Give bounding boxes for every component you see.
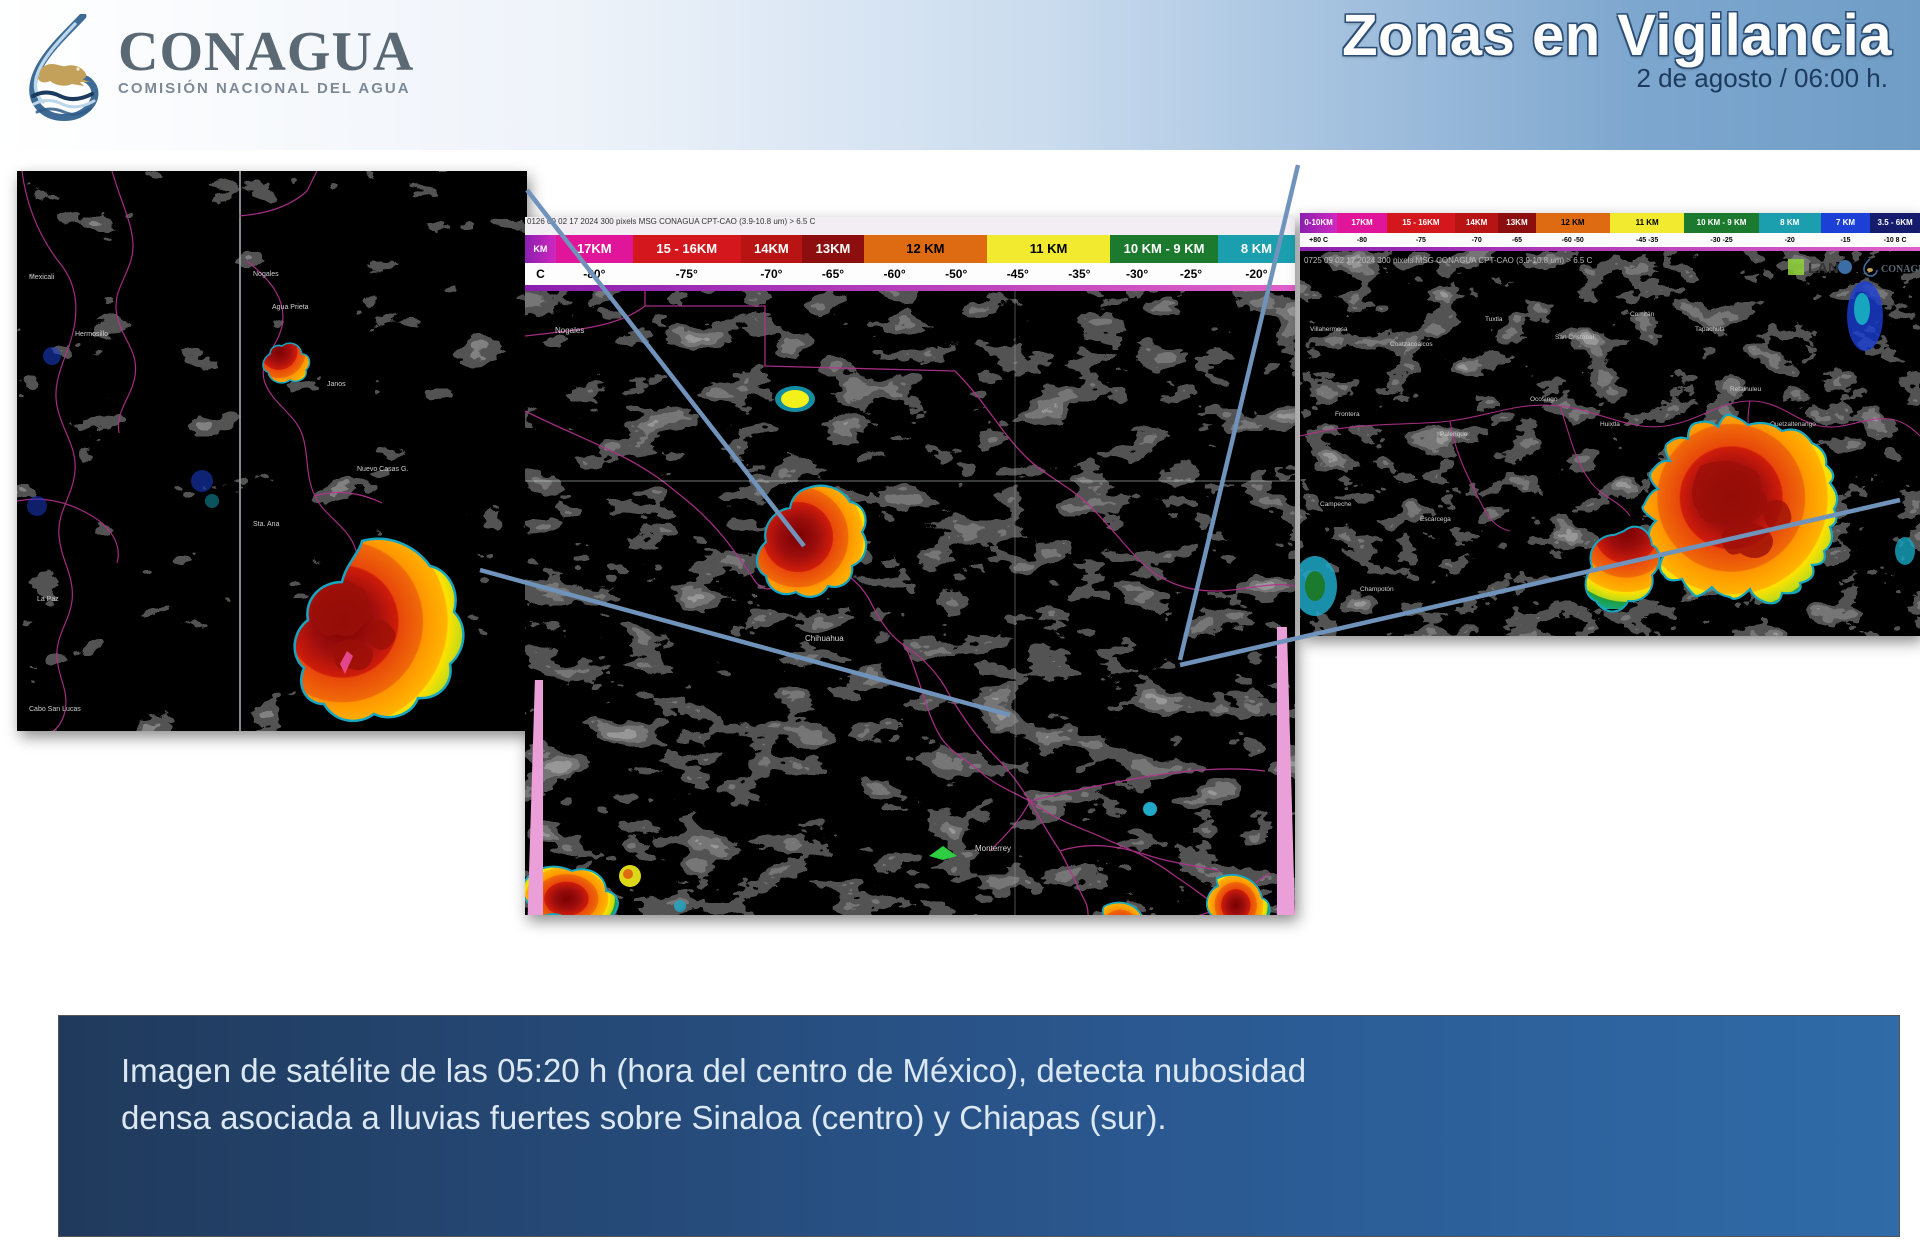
svg-text:Nuevo Casas G.: Nuevo Casas G. (357, 466, 408, 473)
svg-text:Hermosillo: Hermosillo (75, 331, 108, 338)
svg-text:Comitán: Comitán (1630, 311, 1655, 318)
svg-text:Palenque: Palenque (1440, 431, 1468, 438)
svg-text:Nogales: Nogales (555, 326, 584, 335)
svg-text:Agua Prieta: Agua Prieta (272, 304, 309, 311)
svg-text:Escárcega: Escárcega (1420, 516, 1451, 523)
svg-text:LAN: LAN (1808, 260, 1839, 277)
svg-text:Huixtla: Huixtla (1600, 421, 1620, 428)
svg-text:Ocosingo: Ocosingo (1530, 396, 1558, 403)
svg-text:Nogales: Nogales (253, 271, 279, 278)
svg-text:CONAGUA: CONAGUA (1881, 264, 1920, 275)
svg-text:Mexicali: Mexicali (29, 274, 55, 281)
svg-text:Campeche: Campeche (1320, 501, 1352, 508)
svg-text:Frontera: Frontera (1335, 411, 1360, 418)
svg-text:San Cristóbal: San Cristóbal (1555, 334, 1595, 341)
svg-text:Villahermosa: Villahermosa (1310, 326, 1348, 333)
svg-text:Tuxtla: Tuxtla (1485, 316, 1503, 323)
svg-text:Sta. Ana: Sta. Ana (253, 521, 280, 528)
svg-text:Champotón: Champotón (1360, 586, 1394, 593)
svg-text:Monterrey: Monterrey (975, 844, 1011, 853)
svg-text:Tapachula: Tapachula (1695, 326, 1725, 333)
svg-text:Chihuahua: Chihuahua (805, 634, 844, 643)
svg-text:Coatzacoalcos: Coatzacoalcos (1390, 341, 1433, 348)
svg-text:La Paz: La Paz (37, 596, 59, 603)
svg-text:Cabo San Lucas: Cabo San Lucas (29, 706, 81, 713)
svg-text:Retalhuleu: Retalhuleu (1730, 386, 1761, 393)
svg-text:Janos: Janos (327, 381, 346, 388)
svg-text:Saltillo: Saltillo (1070, 914, 1094, 915)
svg-text:0725 09 02 17 2024 300 pixels: 0725 09 02 17 2024 300 pixels MSG CONAGU… (1304, 256, 1593, 265)
